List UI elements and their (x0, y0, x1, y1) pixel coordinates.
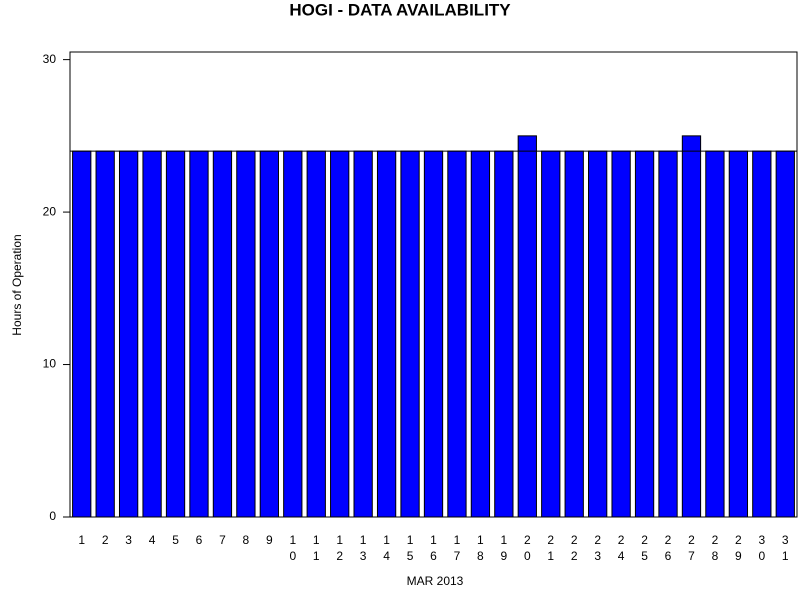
bar (634, 150, 655, 518)
bar (752, 150, 772, 518)
x-tick-label: 3 (125, 533, 132, 547)
bar (705, 150, 725, 518)
bar (681, 135, 702, 518)
x-tick-label: 5 (172, 533, 179, 547)
x-tick-label: 6 (196, 533, 203, 547)
bar (658, 150, 678, 518)
bar (588, 150, 608, 518)
bar (189, 150, 209, 518)
bar (517, 135, 537, 518)
bar (728, 150, 749, 518)
x-tick-label: 9 (266, 533, 273, 547)
bar (330, 150, 350, 518)
x-axis-label: MAR 2013 (407, 574, 464, 588)
bar (165, 150, 186, 518)
bar (611, 150, 631, 518)
y-axis-label: Hours of Operation (10, 234, 24, 335)
y-tick-label: 0 (49, 509, 56, 523)
bar (259, 150, 279, 518)
bar (72, 150, 92, 518)
bar (447, 150, 467, 518)
bar (376, 150, 397, 518)
bar (423, 150, 444, 518)
bar (494, 150, 514, 518)
x-tick-label: 4 (149, 533, 156, 547)
bar (353, 150, 373, 518)
bar (142, 150, 162, 518)
bar (775, 150, 795, 518)
x-tick-label: 1 (78, 533, 85, 547)
bar (306, 150, 326, 518)
y-tick-label: 30 (43, 52, 57, 66)
bar (95, 150, 115, 518)
bar (236, 150, 256, 518)
bar (212, 150, 233, 518)
bar (470, 150, 491, 518)
x-tick-label: 7 (219, 533, 226, 547)
bar (400, 150, 420, 518)
bar (541, 150, 561, 518)
x-tick-label: 2 (102, 533, 109, 547)
chart-title: HOGI - DATA AVAILABILITY (289, 0, 511, 19)
y-tick-label: 10 (43, 357, 57, 371)
bar (118, 150, 139, 518)
x-tick-label: 8 (243, 533, 250, 547)
bar (564, 150, 584, 518)
bar (283, 150, 303, 518)
y-tick-label: 20 (43, 204, 57, 218)
